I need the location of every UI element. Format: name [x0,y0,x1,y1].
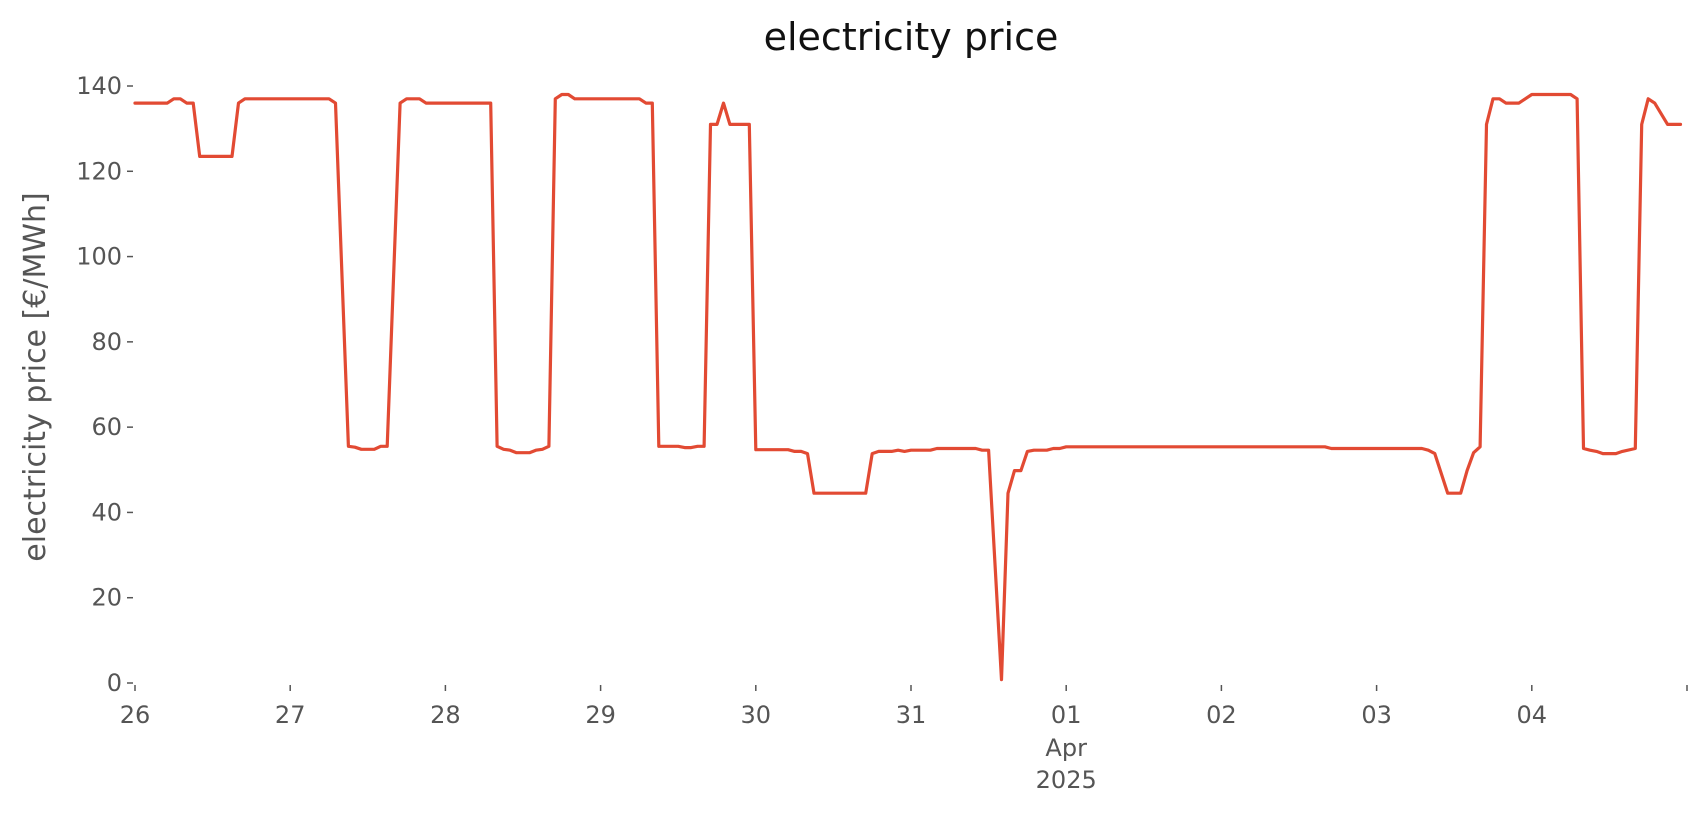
x-tick-label: 28 [430,701,461,729]
x-tick-label: 30 [741,701,772,729]
y-tick-label: 60 [91,413,122,441]
x-tick-label: 03 [1361,701,1392,729]
x-axis: 26 27 28 29 30 31 01 Apr 2025 02 03 04 [120,685,1688,794]
y-tick-label: 120 [76,157,122,185]
x-tick-label: 29 [585,701,616,729]
x-tick-label: 01 [1051,701,1082,729]
x-month-label: Apr [1045,734,1087,762]
y-tick-label: 100 [76,243,122,271]
chart-title: electricity price [764,15,1059,59]
price-series-line [133,92,1683,682]
x-tick-label: 27 [275,701,306,729]
y-tick-label: 0 [107,669,122,697]
x-tick-label: 26 [120,701,151,729]
y-axis-label: electricity price [€/MWh] [18,192,53,561]
series-layer [133,92,1683,682]
y-tick-label: 140 [76,72,122,100]
x-tick-label: 31 [896,701,927,729]
x-year-label: 2025 [1036,766,1097,794]
x-tick-label: 02 [1206,701,1237,729]
y-tick-label: 40 [91,498,122,526]
y-axis: 0 20 40 60 80 100 120 140 [76,72,133,697]
y-tick-label: 20 [91,584,122,612]
x-tick-label: 04 [1517,701,1548,729]
y-tick-label: 80 [91,328,122,356]
